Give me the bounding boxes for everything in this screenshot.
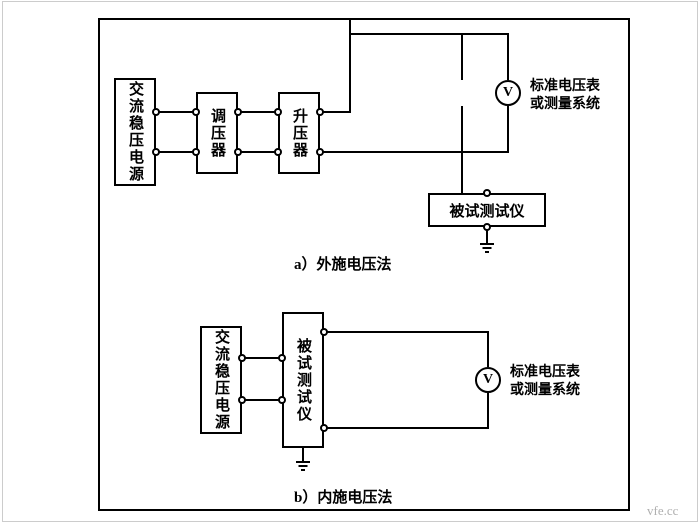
- label: 调压器: [208, 108, 226, 159]
- label: 升压器: [290, 108, 308, 159]
- terminal: [316, 148, 324, 156]
- watermark: vfe.cc: [647, 503, 678, 519]
- voltmeter-sidelabel-b: 标准电压表 或测量系统: [510, 364, 580, 400]
- line1: 标准电压表: [510, 365, 580, 380]
- terminal: [483, 189, 491, 197]
- terminal: [320, 424, 328, 432]
- voltmeter-b: V: [475, 367, 501, 393]
- block-ac-source-a: 交流稳压电源: [114, 78, 156, 186]
- label: 被试测试仪: [449, 200, 524, 221]
- block-regulator: 调压器: [196, 92, 238, 174]
- terminal: [192, 108, 200, 116]
- label: 被试测试仪: [294, 338, 312, 423]
- voltmeter-a: V: [495, 80, 521, 106]
- block-ac-source-b: 交流稳压电源: [200, 326, 242, 434]
- block-dut-b: 被试测试仪: [282, 312, 324, 448]
- label: 交流稳压电源: [212, 329, 230, 431]
- terminal: [234, 148, 242, 156]
- terminal: [234, 108, 242, 116]
- terminal: [278, 396, 286, 404]
- caption-a: a）外施电压法: [294, 253, 392, 274]
- block-dut-a: 被试测试仪: [428, 193, 546, 227]
- terminal: [320, 328, 328, 336]
- terminal: [274, 148, 282, 156]
- voltmeter-label: V: [503, 85, 513, 101]
- terminal: [238, 354, 246, 362]
- line1: 标准电压表: [530, 79, 600, 94]
- voltmeter-label: V: [483, 372, 493, 388]
- terminal: [238, 396, 246, 404]
- terminal: [152, 108, 160, 116]
- terminal: [274, 108, 282, 116]
- line2: 或测量系统: [530, 97, 600, 112]
- voltmeter-sidelabel-a: 标准电压表 或测量系统: [530, 78, 600, 114]
- terminal: [192, 148, 200, 156]
- label: 交流稳压电源: [126, 81, 144, 183]
- caption-b: b）内施电压法: [294, 486, 392, 507]
- terminal: [278, 354, 286, 362]
- block-booster: 升压器: [278, 92, 320, 174]
- terminal: [483, 223, 491, 231]
- terminal: [316, 108, 324, 116]
- line2: 或测量系统: [510, 383, 580, 398]
- terminal: [152, 148, 160, 156]
